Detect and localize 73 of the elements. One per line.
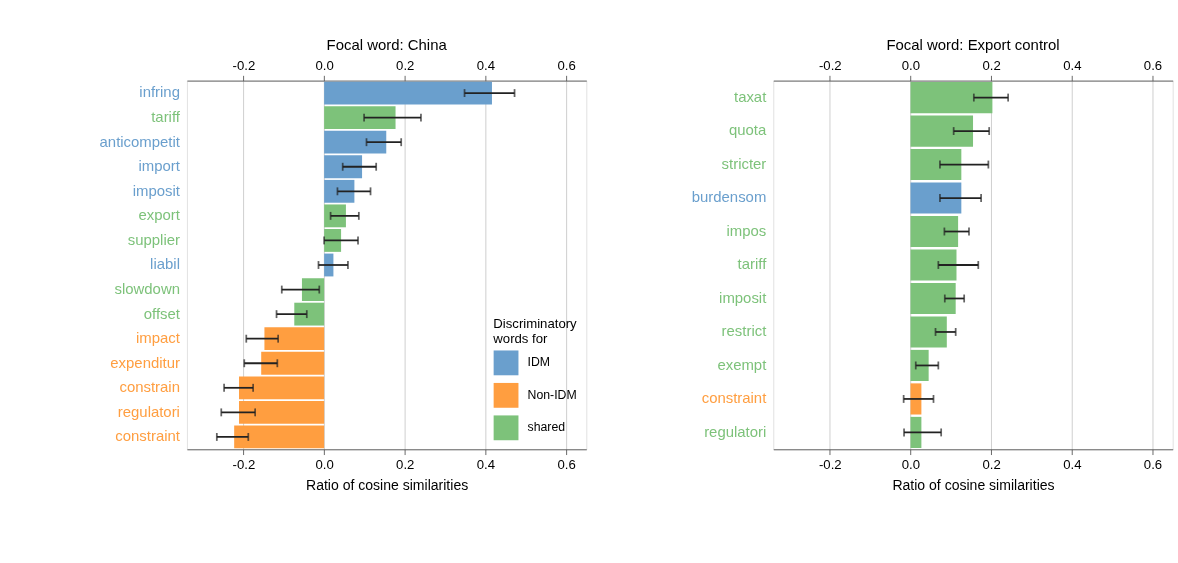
chart-title: Focal word: China — [326, 35, 448, 53]
y-tick-label: export — [138, 206, 181, 224]
bar — [301, 278, 325, 301]
y-tick-label: stricter — [721, 154, 767, 172]
bar — [910, 182, 962, 214]
legend-label: Non-IDM — [527, 387, 577, 402]
bar — [239, 400, 325, 424]
bar — [324, 204, 346, 228]
y-tick-label: constraint — [115, 427, 181, 445]
bar — [910, 316, 947, 348]
legend-title: Discriminatory words for — [492, 316, 578, 347]
legend-label: IDM — [527, 355, 551, 370]
x-tick-label: 0.0 — [315, 57, 334, 73]
y-tick-label: anticompetit — [99, 132, 181, 150]
x-tick-label: 0.4 — [1063, 57, 1082, 73]
x-tick-label: 0.6 — [557, 57, 576, 73]
legend-label: shared — [527, 420, 566, 435]
y-tick-label: imposit — [719, 288, 768, 306]
y-tick-label: constrain — [119, 378, 180, 396]
y-tick-label: slowdown — [114, 279, 180, 297]
y-tick-label: offset — [143, 304, 181, 322]
x2-tick-label: 0.6 — [1143, 457, 1163, 473]
y-tick-label: regulatori — [704, 422, 767, 440]
x-tick-label: 0.0 — [901, 57, 921, 73]
x2-tick-label: 0.2 — [396, 457, 415, 473]
x-tick-label: -0.2 — [232, 57, 256, 73]
bar — [324, 229, 342, 252]
y-tick-label: liabil — [150, 255, 180, 273]
bar — [324, 179, 355, 203]
y-tick-label: burdensom — [691, 188, 767, 206]
y-tick-label: quota — [729, 121, 768, 139]
x-tick-label: -0.2 — [818, 57, 842, 73]
x2-tick-label: 0.4 — [476, 457, 496, 473]
y-tick-label: impact — [136, 329, 181, 347]
bar — [324, 106, 396, 130]
x2-tick-label: 0.6 — [557, 457, 576, 473]
y-tick-label: tariff — [151, 108, 181, 126]
y-tick-label: import — [138, 157, 181, 175]
y-tick-label: infring — [139, 83, 180, 101]
x2-tick-label: -0.2 — [232, 457, 256, 473]
y-tick-label: restrict — [721, 322, 768, 340]
bar — [910, 82, 993, 114]
bar — [910, 249, 957, 281]
x2-tick-label: -0.2 — [818, 457, 842, 473]
bar — [910, 148, 962, 181]
y-tick-label: impos — [726, 221, 767, 239]
bar — [234, 425, 325, 449]
y-tick-label: exempt — [717, 355, 768, 373]
y-tick-label: imposit — [132, 181, 181, 199]
y-tick-label: regulatori — [117, 402, 180, 420]
x-tick-label: 0.6 — [1143, 57, 1163, 73]
bar — [910, 215, 959, 248]
x-tick-label: 0.2 — [396, 57, 415, 73]
x-tick-label: 0.4 — [476, 57, 496, 73]
bar — [294, 302, 325, 326]
bar — [324, 81, 492, 105]
x2-tick-label: 0.0 — [315, 457, 334, 473]
bar — [910, 349, 929, 382]
x-axis-title: Ratio of cosine similarities — [306, 477, 469, 494]
y-tick-label: tariff — [737, 255, 768, 273]
bar — [910, 282, 956, 315]
x2-tick-label: 0.4 — [1063, 457, 1082, 473]
x-tick-label: 0.2 — [982, 57, 1001, 73]
y-tick-label: expenditur — [110, 353, 180, 371]
bar — [264, 327, 325, 351]
x-axis-title: Ratio of cosine similarities — [892, 477, 1055, 494]
y-tick-label: supplier — [127, 230, 180, 248]
x2-tick-label: 0.2 — [982, 457, 1001, 473]
y-tick-label: taxat — [733, 87, 768, 105]
chart-title: Focal word: Export control — [886, 35, 1060, 53]
y-tick-label: constraint — [701, 389, 768, 407]
bar — [910, 115, 974, 147]
x2-tick-label: 0.0 — [901, 457, 921, 473]
